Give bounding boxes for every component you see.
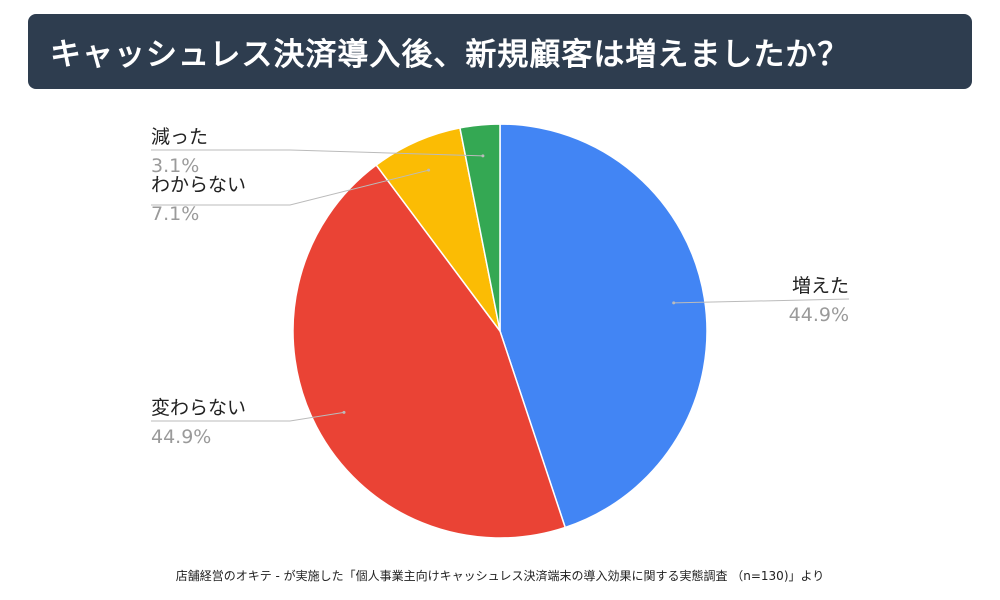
leader-line-0: [673, 298, 850, 304]
title-bar: キャッシュレス決済導入後、新規顧客は増えましたか？: [28, 14, 972, 89]
leader-line-2: [151, 169, 429, 206]
slice-value-2: 7.1%: [151, 203, 199, 225]
pie-slice-3: [459, 123, 501, 332]
pie-slice-1: [292, 164, 567, 539]
slice-label-3: 減った: [151, 126, 208, 148]
source-note: 店舗経営のオキテ - が実施した「個人事業主向けキャッシュレス決済端末の導入効果…: [175, 569, 825, 583]
slice-label-2: わからない: [151, 174, 246, 196]
slice-label-1: 変わらない: [151, 397, 246, 419]
leader-line-1: [151, 411, 345, 422]
slice-value-3: 3.1%: [151, 155, 199, 177]
chart-title: キャッシュレス決済導入後、新規顧客は増えましたか？: [50, 37, 850, 73]
slice-label-0: 増えた: [792, 275, 849, 297]
leader-line-3: [151, 149, 483, 157]
slice-value-1: 44.9%: [151, 426, 211, 448]
pie-slice-0: [499, 123, 708, 529]
slice-value-0: 44.9%: [789, 304, 849, 326]
